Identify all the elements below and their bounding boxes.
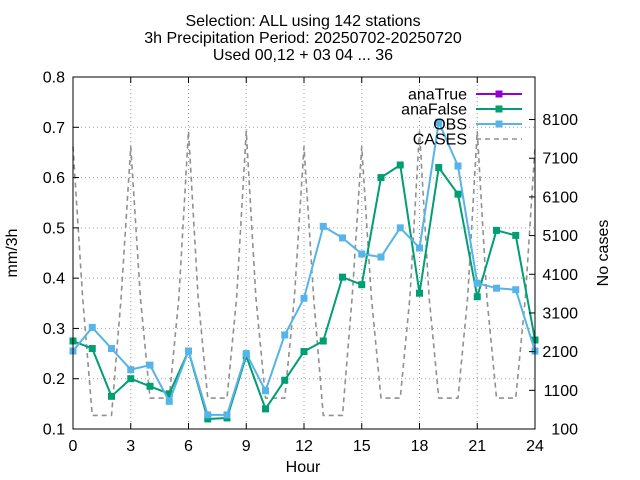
data-point-obs (242, 350, 250, 358)
legend-label: anaFalse (401, 102, 467, 119)
data-point-anafalse (281, 376, 289, 384)
data-point-anafalse (416, 289, 423, 297)
x-tick-label: 24 (526, 438, 544, 455)
y-tick-label: 0.3 (43, 321, 65, 338)
y-tick-label: 0.1 (43, 422, 65, 439)
y2-tick-label: 2100 (542, 344, 578, 361)
data-point-obs (435, 118, 443, 126)
data-point-obs (416, 244, 423, 252)
x-tick-label: 0 (69, 438, 78, 455)
data-point-obs (319, 222, 327, 230)
data-point-anafalse (165, 390, 173, 398)
data-point-obs (396, 224, 404, 232)
y2-tick-label: 6100 (542, 189, 578, 206)
x-tick-label: 15 (353, 438, 371, 455)
legend-label: OBS (433, 117, 467, 134)
y2-tick-label: 3100 (542, 305, 578, 322)
data-point-obs (262, 387, 269, 395)
data-point-obs (493, 284, 500, 292)
y-tick-label: 0.4 (43, 271, 65, 288)
x-tick-label: 12 (295, 438, 313, 455)
x-tick-label: 21 (468, 438, 486, 455)
data-point-obs (473, 279, 481, 287)
data-point-obs (377, 253, 385, 261)
data-point-anafalse (396, 161, 404, 169)
data-point-obs (339, 234, 346, 242)
y2-tick-label: 8100 (542, 112, 578, 129)
data-point-obs (146, 361, 154, 369)
legend-label: anaTrue (408, 87, 467, 104)
data-point-obs (223, 411, 231, 419)
y-axis-label: mm/3h (4, 229, 21, 278)
y-tick-label: 0.7 (43, 120, 65, 137)
x-tick-label: 3 (126, 438, 135, 455)
legend-label: CASES (413, 132, 467, 149)
data-point-anafalse (435, 164, 443, 172)
data-point-anafalse (339, 273, 346, 281)
data-point-obs (281, 331, 289, 339)
title-line-1: Selection: ALL using 142 stations (185, 13, 420, 30)
y-tick-label: 0.6 (43, 170, 65, 187)
x-tick-label: 9 (242, 438, 251, 455)
data-point-obs (454, 162, 462, 170)
legend-marker (495, 90, 503, 98)
data-point-anafalse (204, 415, 212, 423)
data-point-obs (300, 294, 308, 302)
data-point-obs (204, 411, 212, 419)
y-tick-label: 0.5 (43, 220, 65, 237)
data-point-anafalse (493, 226, 500, 234)
data-point-obs (358, 250, 366, 258)
data-point-anafalse (358, 281, 366, 289)
y-tick-label: 0.8 (43, 70, 65, 87)
series-line-cases (72, 130, 536, 417)
y2-tick-label: 100 (551, 422, 578, 439)
y-tick-label: 0.2 (43, 371, 65, 388)
x-axis-label: Hour (286, 459, 321, 476)
cases-series (72, 130, 536, 417)
title-line-2: 3h Precipitation Period: 20250702-202507… (144, 30, 462, 47)
y-axis: 0.1 0.2 0.3 0.4 0.5 0.6 0.7 0.8 (43, 70, 79, 439)
legend-marker (495, 120, 503, 128)
legend-marker (495, 105, 503, 113)
data-point-anafalse (108, 392, 115, 400)
data-point-obs (512, 286, 520, 294)
data-point-anafalse (512, 231, 520, 239)
data-point-anafalse (319, 337, 327, 345)
x-axis: 0 3 6 9 12 15 18 21 24 (69, 77, 544, 455)
data-point-obs (108, 345, 115, 353)
data-point-anafalse (473, 293, 481, 301)
data-point-obs (127, 366, 135, 374)
data-point-anafalse (377, 174, 385, 182)
x-tick-label: 6 (184, 438, 193, 455)
y2-tick-label: 1100 (544, 383, 579, 400)
data-point-anafalse (300, 348, 308, 356)
y2-tick-label: 5100 (542, 228, 578, 245)
y2-tick-label: 7100 (542, 151, 578, 168)
data-point-anafalse (454, 190, 462, 198)
data-point-obs (185, 347, 192, 355)
y2-tick-label: 4100 (542, 267, 578, 284)
data-point-obs (165, 397, 173, 405)
y2-axis: 100 1100 2100 3100 4100 5100 6100 7100 8100 (529, 112, 579, 439)
data-point-anafalse (127, 375, 135, 383)
title-line-3: Used 00,12 + 03 04 ... 36 (213, 47, 393, 64)
data-point-anafalse (146, 382, 154, 390)
x-tick-label: 18 (411, 438, 429, 455)
data-point-anafalse (88, 345, 96, 353)
data-point-anafalse (262, 405, 269, 413)
y2-axis-label: No cases (595, 220, 612, 287)
data-point-obs (88, 323, 96, 331)
